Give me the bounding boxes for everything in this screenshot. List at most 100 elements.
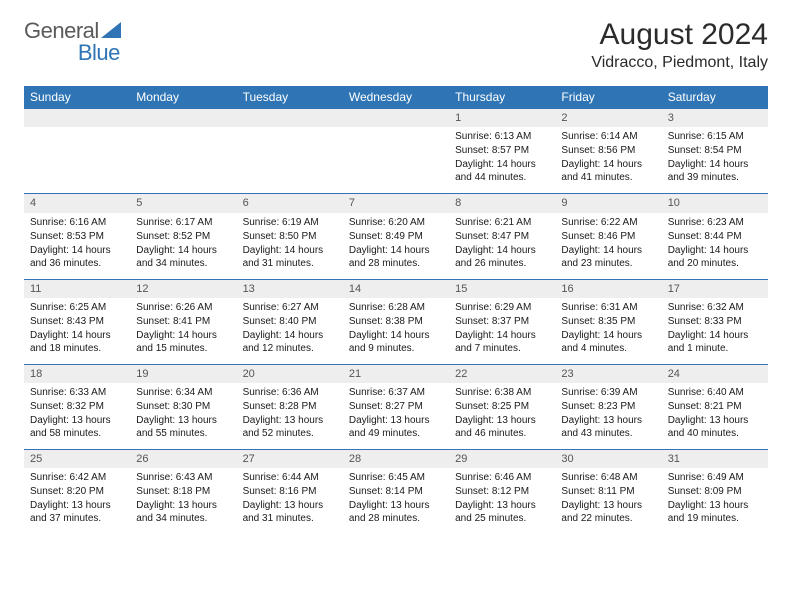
day-cell: Sunrise: 6:13 AMSunset: 8:57 PMDaylight:… bbox=[449, 127, 555, 194]
sunrise-text: Sunrise: 6:16 AM bbox=[30, 216, 124, 229]
day-cell: Sunrise: 6:19 AMSunset: 8:50 PMDaylight:… bbox=[237, 213, 343, 280]
sunrise-text: Sunrise: 6:33 AM bbox=[30, 386, 124, 399]
day-cell: Sunrise: 6:38 AMSunset: 8:25 PMDaylight:… bbox=[449, 383, 555, 450]
day-number: 24 bbox=[662, 364, 768, 383]
day-cell: Sunrise: 6:25 AMSunset: 8:43 PMDaylight:… bbox=[24, 298, 130, 365]
sunrise-text: Sunrise: 6:22 AM bbox=[561, 216, 655, 229]
day-number: 18 bbox=[24, 364, 130, 383]
daylight-text: Daylight: 14 hours and 26 minutes. bbox=[455, 244, 549, 270]
day-number: 16 bbox=[555, 279, 661, 298]
sunrise-text: Sunrise: 6:26 AM bbox=[136, 301, 230, 314]
daylight-text: Daylight: 13 hours and 31 minutes. bbox=[243, 499, 337, 525]
sunrise-text: Sunrise: 6:32 AM bbox=[668, 301, 762, 314]
day-cell: Sunrise: 6:49 AMSunset: 8:09 PMDaylight:… bbox=[662, 468, 768, 534]
sunrise-text: Sunrise: 6:46 AM bbox=[455, 471, 549, 484]
sunset-text: Sunset: 8:14 PM bbox=[349, 485, 443, 498]
daylight-text: Daylight: 14 hours and 23 minutes. bbox=[561, 244, 655, 270]
sunset-text: Sunset: 8:43 PM bbox=[30, 315, 124, 328]
detail-row: Sunrise: 6:25 AMSunset: 8:43 PMDaylight:… bbox=[24, 298, 768, 365]
sunrise-text: Sunrise: 6:28 AM bbox=[349, 301, 443, 314]
daylight-text: Daylight: 14 hours and 15 minutes. bbox=[136, 329, 230, 355]
day-cell: Sunrise: 6:46 AMSunset: 8:12 PMDaylight:… bbox=[449, 468, 555, 534]
weekday-header: Sunday bbox=[24, 86, 130, 109]
sunrise-text: Sunrise: 6:43 AM bbox=[136, 471, 230, 484]
title-block: August 2024 Vidracco, Piedmont, Italy bbox=[591, 18, 768, 72]
day-number: 10 bbox=[662, 194, 768, 213]
sunset-text: Sunset: 8:23 PM bbox=[561, 400, 655, 413]
day-number: 11 bbox=[24, 279, 130, 298]
day-cell: Sunrise: 6:37 AMSunset: 8:27 PMDaylight:… bbox=[343, 383, 449, 450]
sunset-text: Sunset: 8:38 PM bbox=[349, 315, 443, 328]
daylight-text: Daylight: 13 hours and 49 minutes. bbox=[349, 414, 443, 440]
sunset-text: Sunset: 8:47 PM bbox=[455, 230, 549, 243]
sunrise-text: Sunrise: 6:31 AM bbox=[561, 301, 655, 314]
day-cell: Sunrise: 6:26 AMSunset: 8:41 PMDaylight:… bbox=[130, 298, 236, 365]
daylight-text: Daylight: 14 hours and 44 minutes. bbox=[455, 158, 549, 184]
sunset-text: Sunset: 8:37 PM bbox=[455, 315, 549, 328]
daylight-text: Daylight: 13 hours and 40 minutes. bbox=[668, 414, 762, 440]
weekday-header: Thursday bbox=[449, 86, 555, 109]
weekday-header: Tuesday bbox=[237, 86, 343, 109]
sunrise-text: Sunrise: 6:23 AM bbox=[668, 216, 762, 229]
day-number: 6 bbox=[237, 194, 343, 213]
sunrise-text: Sunrise: 6:49 AM bbox=[668, 471, 762, 484]
day-number: 7 bbox=[343, 194, 449, 213]
sunset-text: Sunset: 8:50 PM bbox=[243, 230, 337, 243]
day-number: 29 bbox=[449, 450, 555, 469]
daynum-row: 123 bbox=[24, 109, 768, 128]
day-number: 23 bbox=[555, 364, 661, 383]
day-cell bbox=[24, 127, 130, 194]
sunrise-text: Sunrise: 6:19 AM bbox=[243, 216, 337, 229]
detail-row: Sunrise: 6:16 AMSunset: 8:53 PM Daylight:… bbox=[24, 213, 768, 280]
sunset-text: Sunset: 8:53 PM bbox=[30, 230, 124, 243]
sunrise-text: Sunrise: 6:37 AM bbox=[349, 386, 443, 399]
day-number: 12 bbox=[130, 279, 236, 298]
daylight-text: Daylight: 13 hours and 46 minutes. bbox=[455, 414, 549, 440]
weekday-header: Wednesday bbox=[343, 86, 449, 109]
sunset-text: Sunset: 8:21 PM bbox=[668, 400, 762, 413]
day-cell: Sunrise: 6:45 AMSunset: 8:14 PMDaylight:… bbox=[343, 468, 449, 534]
sunrise-text: Sunrise: 6:27 AM bbox=[243, 301, 337, 314]
daylight-text: Daylight: 14 hours and 31 minutes. bbox=[243, 244, 337, 270]
sunrise-text: Sunrise: 6:48 AM bbox=[561, 471, 655, 484]
sunrise-text: Sunrise: 6:15 AM bbox=[668, 130, 762, 143]
day-cell: Sunrise: 6:44 AMSunset: 8:16 PMDaylight:… bbox=[237, 468, 343, 534]
day-cell: Sunrise: 6:32 AMSunset: 8:33 PMDaylight:… bbox=[662, 298, 768, 365]
sunset-text: Sunset: 8:40 PM bbox=[243, 315, 337, 328]
sunrise-text: Sunrise: 6:40 AM bbox=[668, 386, 762, 399]
sunrise-text: Sunrise: 6:42 AM bbox=[30, 471, 124, 484]
sunrise-text: Sunrise: 6:21 AM bbox=[455, 216, 549, 229]
detail-row: Sunrise: 6:13 AMSunset: 8:57 PMDaylight:… bbox=[24, 127, 768, 194]
sunset-text: Sunset: 8:52 PM bbox=[136, 230, 230, 243]
daylight-text: Daylight: 13 hours and 43 minutes. bbox=[561, 414, 655, 440]
sunrise-text: Sunrise: 6:39 AM bbox=[561, 386, 655, 399]
day-cell: Sunrise: 6:31 AMSunset: 8:35 PMDaylight:… bbox=[555, 298, 661, 365]
weekday-header: Friday bbox=[555, 86, 661, 109]
sunset-text: Sunset: 8:35 PM bbox=[561, 315, 655, 328]
daylight-text: Daylight: 13 hours and 55 minutes. bbox=[136, 414, 230, 440]
daylight-text: Daylight: 13 hours and 19 minutes. bbox=[668, 499, 762, 525]
day-number: 27 bbox=[237, 450, 343, 469]
sunset-text: Sunset: 8:49 PM bbox=[349, 230, 443, 243]
daynum-row: 18192021222324 bbox=[24, 364, 768, 383]
daylight-text: Daylight: 13 hours and 25 minutes. bbox=[455, 499, 549, 525]
daylight-text: Daylight: 14 hours and 18 minutes. bbox=[30, 329, 124, 355]
sunrise-text: Sunrise: 6:38 AM bbox=[455, 386, 549, 399]
day-cell: Sunrise: 6:29 AMSunset: 8:37 PMDaylight:… bbox=[449, 298, 555, 365]
day-cell: Sunrise: 6:33 AMSunset: 8:32 PMDaylight:… bbox=[24, 383, 130, 450]
daylight-text: Daylight: 13 hours and 22 minutes. bbox=[561, 499, 655, 525]
day-cell: Sunrise: 6:34 AMSunset: 8:30 PMDaylight:… bbox=[130, 383, 236, 450]
sunrise-text: Sunrise: 6:34 AM bbox=[136, 386, 230, 399]
day-cell: Sunrise: 6:20 AMSunset: 8:49 PMDaylight:… bbox=[343, 213, 449, 280]
day-cell: Sunrise: 6:28 AMSunset: 8:38 PMDaylight:… bbox=[343, 298, 449, 365]
day-cell: Sunrise: 6:16 AMSunset: 8:53 PMDaylight:… bbox=[24, 213, 130, 280]
daylight-text: Daylight: 14 hours and 41 minutes. bbox=[561, 158, 655, 184]
day-number bbox=[237, 109, 343, 128]
sunset-text: Sunset: 8:20 PM bbox=[30, 485, 124, 498]
daylight-text: Daylight: 14 hours and 7 minutes. bbox=[455, 329, 549, 355]
detail-row: Sunrise: 6:33 AMSunset: 8:32 PMDaylight:… bbox=[24, 383, 768, 450]
day-cell: Sunrise: 6:36 AMSunset: 8:28 PMDaylight:… bbox=[237, 383, 343, 450]
daylight-text: Daylight: 14 hours and 4 minutes. bbox=[561, 329, 655, 355]
day-cell: Sunrise: 6:48 AMSunset: 8:11 PMDaylight:… bbox=[555, 468, 661, 534]
day-cell: Sunrise: 6:43 AMSunset: 8:18 PMDaylight:… bbox=[130, 468, 236, 534]
